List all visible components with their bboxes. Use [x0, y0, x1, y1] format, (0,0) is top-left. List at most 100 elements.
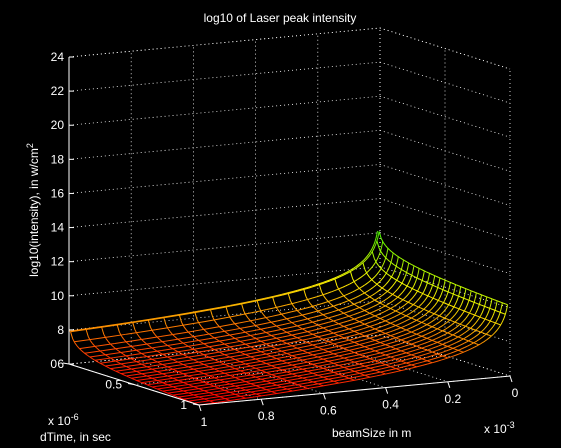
grid-line-z — [379, 232, 511, 275]
mesh-line-beamsize — [472, 341, 475, 344]
mesh-line-beamsize — [250, 346, 254, 349]
mesh-line-beamsize — [160, 352, 163, 355]
mesh-line-dtime — [428, 331, 431, 334]
mesh-line-dtime — [375, 259, 378, 262]
mesh-line-beamsize — [194, 369, 198, 372]
mesh-line-beamsize — [379, 317, 383, 320]
mesh-line-beamsize — [326, 329, 330, 332]
mesh-line-dtime — [349, 338, 355, 341]
mesh-line-dtime — [391, 320, 395, 324]
mesh-line-dtime — [316, 283, 321, 286]
mesh-line-beamsize — [380, 251, 384, 256]
mesh-line-beamsize — [379, 371, 382, 373]
mesh-line-beamsize — [239, 351, 243, 354]
mesh-line-beamsize — [349, 300, 353, 304]
mesh-line-beamsize — [227, 399, 231, 402]
mesh-line-dtime — [368, 252, 370, 255]
mesh-line-dtime — [272, 353, 283, 357]
mesh-line-beamsize — [178, 380, 182, 382]
mesh-line-dtime — [230, 340, 242, 344]
mesh-line-beamsize — [292, 355, 295, 358]
mesh-line-dtime — [393, 282, 396, 285]
mesh-line-dtime — [313, 370, 324, 374]
mesh-line-beamsize — [267, 319, 271, 322]
mesh-line-beamsize — [329, 351, 333, 354]
mesh-line-dtime — [373, 331, 378, 334]
mesh-line-dtime — [365, 322, 370, 325]
mesh-line-dtime — [392, 283, 395, 286]
mesh-line-beamsize — [156, 350, 159, 353]
mesh-line-dtime — [385, 353, 392, 356]
mesh-line-beamsize — [78, 347, 82, 351]
mesh-line-beamsize — [481, 304, 485, 307]
mesh-line-dtime — [319, 351, 328, 355]
mesh-line-dtime — [214, 330, 226, 334]
mesh-line-beamsize — [275, 337, 279, 340]
mesh-line-beamsize — [386, 320, 389, 323]
mesh-line-dtime — [430, 300, 432, 303]
mesh-line-beamsize — [154, 378, 157, 381]
mesh-line-dtime — [256, 317, 265, 321]
mesh-line-beamsize — [145, 383, 148, 386]
mesh-line-dtime — [317, 303, 322, 306]
mesh-line-dtime — [392, 284, 394, 287]
mesh-line-dtime — [380, 306, 384, 309]
mesh-line-beamsize — [233, 348, 236, 351]
mesh-line-beamsize — [387, 334, 391, 336]
mesh-line-beamsize — [345, 348, 348, 351]
mesh-line-beamsize — [305, 387, 309, 389]
mesh-line-beamsize — [329, 318, 332, 321]
mesh-line-dtime — [351, 281, 355, 284]
mesh-line-dtime — [313, 349, 322, 352]
mesh-line-beamsize — [367, 336, 371, 339]
mesh-line-dtime — [334, 357, 343, 361]
mesh-line-dtime — [365, 290, 369, 293]
mesh-line-beamsize — [282, 340, 285, 343]
mesh-line-dtime — [344, 332, 350, 335]
mesh-line-beamsize — [358, 353, 361, 356]
mesh-line-dtime — [396, 288, 399, 291]
mesh-line-beamsize — [151, 386, 155, 389]
mesh-line-dtime — [421, 356, 427, 360]
mesh-line-dtime — [338, 321, 344, 325]
mesh-line-dtime — [339, 286, 343, 289]
mesh-line-beamsize — [283, 315, 286, 319]
mesh-line-dtime — [380, 279, 382, 282]
mesh-line-dtime — [362, 314, 366, 317]
mesh-line-beamsize — [368, 357, 372, 360]
mesh-line-dtime — [416, 364, 423, 368]
mesh-line-beamsize — [382, 353, 385, 356]
mesh-line-beamsize — [264, 331, 268, 334]
mesh-line-beamsize — [200, 380, 204, 383]
mesh-line-dtime — [399, 284, 402, 287]
mesh-line-beamsize — [304, 340, 307, 343]
mesh-line-dtime — [125, 349, 142, 353]
mesh-line-dtime — [458, 317, 460, 320]
mesh-line-beamsize — [437, 342, 440, 344]
mesh-line-dtime — [145, 360, 163, 365]
mesh-line-dtime — [448, 302, 451, 305]
mesh-line-dtime — [494, 331, 497, 334]
mesh-line-beamsize — [205, 399, 209, 401]
mesh-line-beamsize — [270, 345, 274, 348]
mesh-line-beamsize — [254, 393, 258, 395]
mesh-line-dtime — [370, 362, 378, 366]
mesh-line-dtime — [291, 309, 298, 313]
mesh-line-dtime — [459, 315, 462, 318]
mesh-line-dtime — [466, 323, 469, 326]
mesh-line-beamsize — [359, 363, 363, 366]
mesh-line-beamsize — [389, 334, 393, 337]
mesh-line-dtime — [461, 351, 466, 354]
mesh-line-dtime — [372, 286, 375, 289]
mesh-line-dtime — [208, 378, 225, 383]
mesh-line-beamsize — [424, 337, 428, 339]
mesh-line-beamsize — [226, 355, 229, 357]
mesh-line-dtime — [372, 276, 375, 279]
mesh-line-beamsize — [152, 331, 156, 335]
mesh-line-dtime — [421, 302, 424, 305]
mesh-line-beamsize — [191, 385, 194, 388]
mesh-line-dtime — [395, 297, 398, 300]
mesh-line-beamsize — [153, 359, 156, 362]
mesh-line-beamsize — [281, 386, 284, 389]
z-tick-label: 22 — [51, 84, 65, 98]
